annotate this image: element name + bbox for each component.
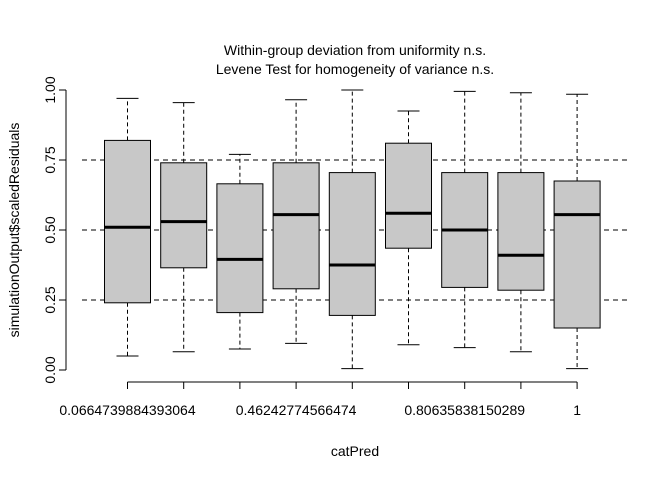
box-iqr [272, 162, 320, 290]
y-axis-label: simulationOutput$scaledResiduals [6, 123, 22, 338]
x-axis-label: catPred [331, 443, 379, 459]
y-tick-label: 0.25 [42, 286, 58, 313]
box-iqr [497, 172, 545, 291]
box-group [328, 89, 376, 370]
box-iqr [553, 180, 601, 329]
boxes [104, 89, 601, 370]
y-tick-label: 0.75 [42, 146, 58, 173]
box-iqr [216, 183, 264, 314]
chart-title-line-2: Levene Test for homogeneity of variance … [216, 61, 494, 77]
box-iqr [385, 142, 432, 249]
x-tick-label: 0.80635838150289 [404, 402, 525, 418]
y-tick-label: 1.00 [42, 76, 58, 103]
box-group [385, 110, 432, 346]
chart-title-line-1: Within-group deviation from uniformity n… [224, 42, 486, 58]
box-group [272, 99, 320, 344]
x-tick-label: 1 [573, 402, 581, 418]
x-tick-label: 0.46242774566474 [236, 402, 357, 418]
box-group [216, 153, 264, 350]
box-group [104, 97, 151, 357]
y-axis: 0.00 0.25 0.50 0.75 1.00 [42, 76, 67, 384]
y-tick-label: 0.00 [42, 356, 58, 383]
box-group [441, 90, 489, 349]
box-group [160, 102, 208, 353]
box-iqr [160, 162, 208, 269]
box-group [553, 93, 601, 370]
box-group [497, 92, 545, 353]
x-tick-label: 0.0664739884393064 [59, 402, 195, 418]
y-tick-label: 0.50 [42, 216, 58, 243]
box-iqr [104, 139, 151, 304]
box-iqr [328, 172, 376, 316]
x-axis: 0.0664739884393064 0.46242774566474 0.8063… [59, 381, 581, 418]
